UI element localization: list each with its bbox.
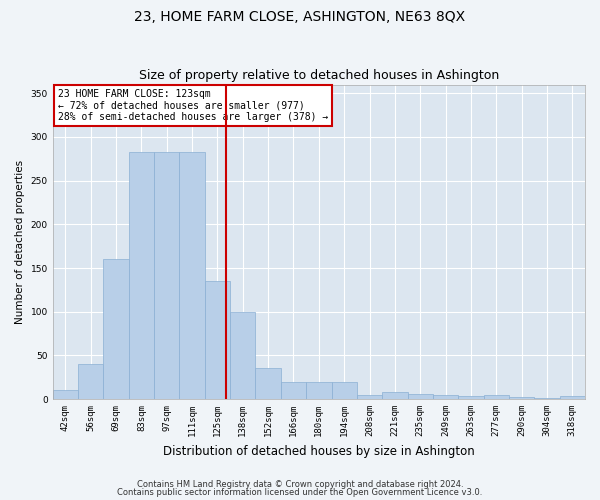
Bar <box>535 398 560 399</box>
Bar <box>230 312 256 399</box>
Bar <box>458 396 484 399</box>
Bar <box>560 396 585 399</box>
Title: Size of property relative to detached houses in Ashington: Size of property relative to detached ho… <box>139 69 499 82</box>
Bar <box>103 260 129 399</box>
Bar <box>78 364 103 399</box>
Text: 23 HOME FARM CLOSE: 123sqm
← 72% of detached houses are smaller (977)
28% of sem: 23 HOME FARM CLOSE: 123sqm ← 72% of deta… <box>58 90 328 122</box>
Bar <box>281 382 306 399</box>
Bar <box>154 152 179 399</box>
Bar <box>129 152 154 399</box>
Text: 23, HOME FARM CLOSE, ASHINGTON, NE63 8QX: 23, HOME FARM CLOSE, ASHINGTON, NE63 8QX <box>134 10 466 24</box>
Text: Contains HM Land Registry data © Crown copyright and database right 2024.: Contains HM Land Registry data © Crown c… <box>137 480 463 489</box>
Bar <box>433 394 458 399</box>
Bar <box>407 394 433 399</box>
Bar <box>357 394 382 399</box>
Bar <box>205 281 230 399</box>
Bar <box>179 152 205 399</box>
Bar <box>332 382 357 399</box>
Bar <box>484 394 509 399</box>
X-axis label: Distribution of detached houses by size in Ashington: Distribution of detached houses by size … <box>163 444 475 458</box>
Y-axis label: Number of detached properties: Number of detached properties <box>15 160 25 324</box>
Bar <box>53 390 78 399</box>
Text: Contains public sector information licensed under the Open Government Licence v3: Contains public sector information licen… <box>118 488 482 497</box>
Bar <box>256 368 281 399</box>
Bar <box>509 398 535 399</box>
Bar <box>306 382 332 399</box>
Bar <box>382 392 407 399</box>
